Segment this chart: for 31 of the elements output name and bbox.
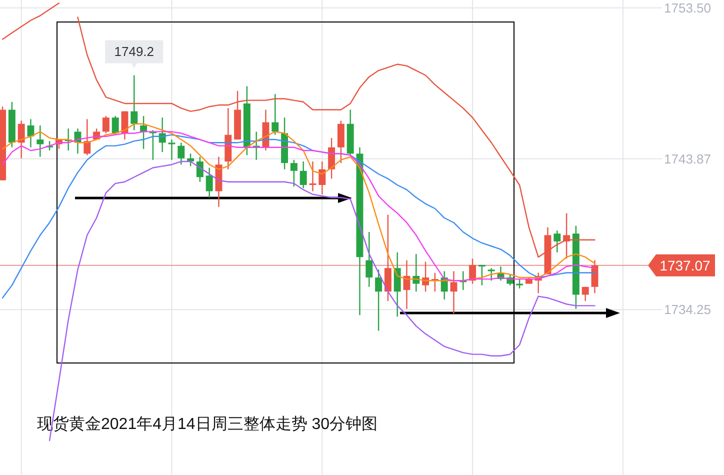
y-tick-label: 1734.25: [664, 302, 711, 318]
ref-line-label: 1737.07: [660, 257, 711, 274]
candlestick: [318, 160, 326, 195]
candlestick: [450, 270, 458, 314]
y-tick-label: 1753.50: [664, 0, 711, 16]
candlestick: [36, 124, 44, 158]
candlestick: [290, 159, 298, 188]
candlestick: [206, 167, 213, 198]
candlestick: [582, 286, 589, 302]
candlestick: [394, 252, 401, 318]
candlestick: [384, 214, 392, 302]
candlestick: [300, 160, 307, 189]
y-tick-label: 1743.87: [664, 151, 711, 166]
candlestick: [18, 120, 25, 159]
candlestick: [130, 74, 138, 131]
candlestick: [375, 269, 382, 332]
candlestick: [488, 267, 495, 282]
candlestick: [516, 278, 524, 290]
candlestick: [102, 115, 110, 134]
candlestick: [272, 93, 279, 136]
candlestick: [112, 115, 119, 136]
annotation: 1749.2: [114, 44, 154, 60]
candlestick: [478, 264, 486, 286]
candlestick: [469, 258, 476, 284]
candlestick: [366, 231, 373, 288]
candlestick: [337, 120, 344, 164]
candlestick: [178, 142, 185, 166]
candlestick: [328, 137, 336, 180]
candlestick: [196, 156, 204, 182]
candlestick: [140, 115, 148, 150]
candlestick: [554, 230, 561, 253]
